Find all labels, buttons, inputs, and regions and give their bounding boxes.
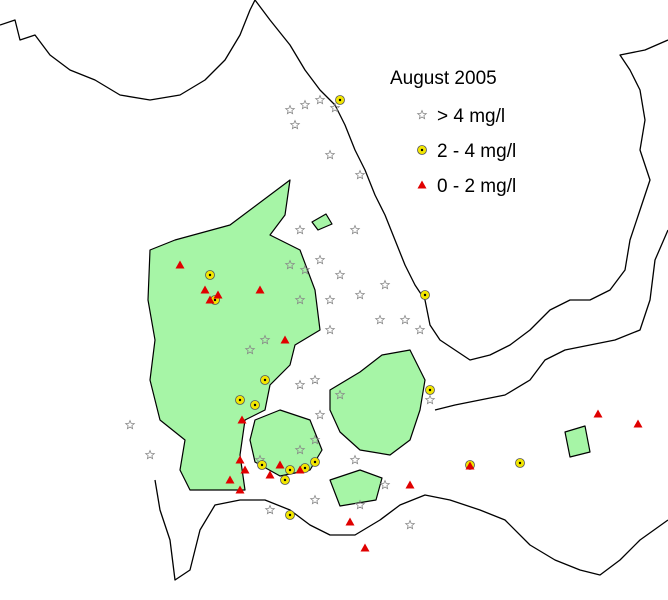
star-marker xyxy=(424,394,436,405)
triangle-marker xyxy=(265,470,275,479)
star-marker xyxy=(314,254,326,265)
zealand xyxy=(329,349,426,456)
legend-title: August 2005 xyxy=(390,68,497,89)
coastline-sweden-east xyxy=(434,229,668,411)
star-marker xyxy=(244,344,256,355)
circle-marker-dot xyxy=(423,293,427,297)
circle-marker-dot xyxy=(288,513,292,517)
sample-markers xyxy=(124,94,643,552)
triangle-marker xyxy=(593,409,603,418)
star-marker xyxy=(264,504,276,515)
star-marker xyxy=(374,314,386,325)
jutland xyxy=(147,179,321,491)
triangle-marker xyxy=(633,419,643,428)
star-marker xyxy=(294,294,306,305)
star-marker xyxy=(294,444,306,455)
coastline-sweden-west xyxy=(254,0,668,361)
star-marker xyxy=(314,409,326,420)
star-marker xyxy=(349,224,361,235)
funen xyxy=(249,409,323,477)
circle-marker-dot xyxy=(428,388,432,392)
star-marker xyxy=(294,224,306,235)
coastline-south xyxy=(154,479,668,581)
star-marker xyxy=(284,259,296,270)
triangle-marker xyxy=(360,543,370,552)
circle-marker-dot xyxy=(263,378,267,382)
star-marker xyxy=(334,269,346,280)
star-marker xyxy=(414,324,426,335)
triangle-marker xyxy=(255,285,265,294)
triangle-marker xyxy=(280,335,290,344)
triangle-marker xyxy=(417,180,427,189)
circle-marker-dot xyxy=(253,403,257,407)
star-marker xyxy=(144,449,156,460)
star-marker xyxy=(329,102,341,113)
circle-marker-dot xyxy=(420,148,424,152)
triangle-marker xyxy=(295,465,305,474)
legend: August 2005 > 4 mg/l 2 - 4 mg/l 0 - 2 mg… xyxy=(390,68,516,197)
star-marker xyxy=(299,264,311,275)
star-marker xyxy=(309,374,321,385)
star-marker xyxy=(124,419,136,430)
star-marker xyxy=(309,434,321,445)
star-marker xyxy=(354,499,366,510)
star-marker xyxy=(324,149,336,160)
star-marker xyxy=(299,99,311,110)
triangle-marker xyxy=(405,480,415,489)
circle-marker-dot xyxy=(208,273,212,277)
triangle-marker xyxy=(235,455,245,464)
circle-marker-dot xyxy=(518,461,522,465)
star-marker xyxy=(284,104,296,115)
circle-marker-dot xyxy=(288,468,292,472)
star-marker xyxy=(416,109,428,120)
star-marker xyxy=(294,379,306,390)
legend-label: 0 - 2 mg/l xyxy=(437,176,516,197)
lolland-falster xyxy=(329,469,383,507)
anholt xyxy=(311,213,333,231)
triangle-marker xyxy=(345,517,355,526)
star-marker xyxy=(334,389,346,400)
circle-marker-dot xyxy=(238,398,242,402)
circle-marker-dot xyxy=(338,98,342,102)
triangle-marker xyxy=(200,285,210,294)
triangle-marker xyxy=(225,475,235,484)
legend-label: 2 - 4 mg/l xyxy=(437,141,516,162)
star-marker xyxy=(324,294,336,305)
bornholm xyxy=(564,425,591,458)
circle-marker-dot xyxy=(283,478,287,482)
circle-marker-dot xyxy=(303,466,307,470)
circle-marker-dot xyxy=(260,463,264,467)
star-marker xyxy=(309,494,321,505)
circle-marker-dot xyxy=(313,460,317,464)
star-marker xyxy=(314,94,326,105)
circle-marker-dot xyxy=(213,298,217,302)
triangle-marker xyxy=(213,290,223,299)
triangle-marker xyxy=(237,415,247,424)
star-marker xyxy=(399,314,411,325)
coastline-norway xyxy=(0,0,256,101)
star-marker xyxy=(349,454,361,465)
star-marker xyxy=(354,169,366,180)
triangle-marker xyxy=(275,460,285,469)
triangle-marker xyxy=(205,295,215,304)
star-marker xyxy=(404,519,416,530)
star-marker xyxy=(379,279,391,290)
triangle-marker xyxy=(240,465,250,474)
triangle-marker xyxy=(235,485,245,494)
star-marker xyxy=(259,334,271,345)
star-marker xyxy=(324,324,336,335)
star-marker xyxy=(379,479,391,490)
triangle-marker xyxy=(465,461,475,470)
legend-label: > 4 mg/l xyxy=(437,106,505,127)
star-marker xyxy=(354,289,366,300)
star-marker xyxy=(289,119,301,130)
triangle-marker xyxy=(175,260,185,269)
